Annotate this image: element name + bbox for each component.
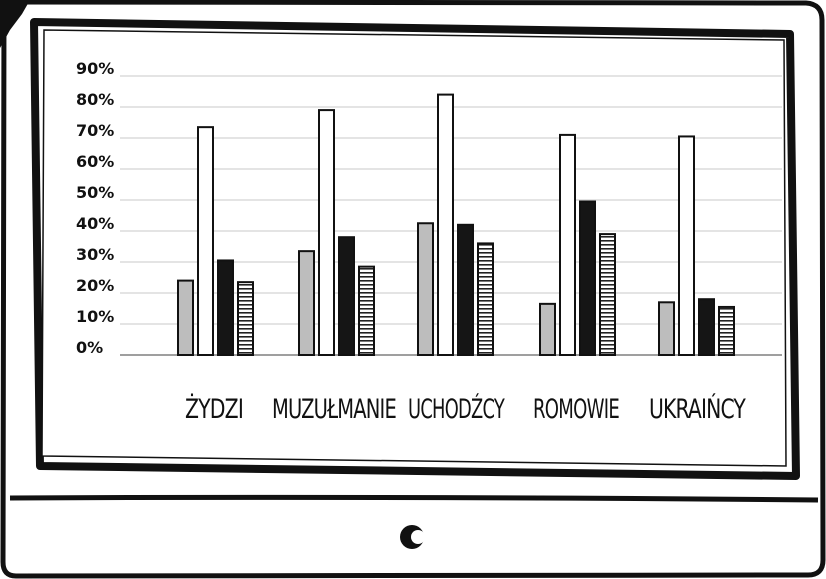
- y-tick-label: 10%: [76, 307, 114, 326]
- bar-white-2: [437, 93, 454, 356]
- bar-striped-3: [599, 233, 616, 357]
- y-tick-label: 0%: [76, 338, 103, 357]
- y-tick-label: 40%: [76, 214, 114, 233]
- category-labels: ŻYDZI MUZUŁMANIE UCHODŹCY ROMOWIE UKRAIŃCY: [185, 393, 747, 425]
- y-tick-label: 90%: [76, 59, 114, 78]
- screen-inner-edge: [41, 29, 787, 467]
- bar-black-0: [217, 259, 234, 357]
- y-tick-label: 60%: [76, 152, 114, 171]
- y-tick-label: 80%: [76, 90, 114, 109]
- bar-striped-0: [237, 281, 254, 356]
- bar-gray-3: [539, 302, 556, 357]
- category-label: ROMOWIE: [533, 394, 619, 425]
- category-label: UCHODŹCY: [408, 393, 505, 425]
- category-label: ŻYDZI: [185, 393, 243, 425]
- bar-striped-4: [718, 305, 735, 357]
- bar-striped-1: [358, 265, 375, 356]
- bar-white-0: [197, 126, 214, 357]
- y-tick-label: 20%: [76, 276, 114, 295]
- y-tick-label: 30%: [76, 245, 114, 264]
- bar-striped-2: [477, 242, 494, 356]
- bar-black-2: [457, 223, 474, 356]
- category-label: MUZUŁMANIE: [272, 394, 396, 425]
- crescent-button-icon[interactable]: [400, 525, 425, 549]
- y-axis-tick-labels: 0% 10% 20% 30% 40% 50% 60% 70% 80% 90%: [76, 59, 114, 357]
- bar-gray-4: [658, 301, 675, 356]
- y-tick-label: 50%: [76, 183, 114, 202]
- bezel-divider: [9, 494, 819, 503]
- bar-white-3: [559, 133, 576, 356]
- bar-black-4: [698, 298, 715, 357]
- bar-gray-1: [298, 250, 315, 356]
- bar-gray-0: [177, 279, 194, 357]
- bar-black-1: [338, 236, 355, 356]
- bar-black-3: [579, 200, 596, 356]
- bars: [177, 93, 735, 357]
- category-label: UKRAIŃCY: [649, 393, 746, 425]
- bar-gray-2: [417, 222, 434, 356]
- y-tick-label: 70%: [76, 121, 114, 140]
- monitor-corner-accent: [0, 0, 30, 48]
- bar-white-4: [678, 135, 695, 356]
- bar-white-1: [318, 109, 335, 356]
